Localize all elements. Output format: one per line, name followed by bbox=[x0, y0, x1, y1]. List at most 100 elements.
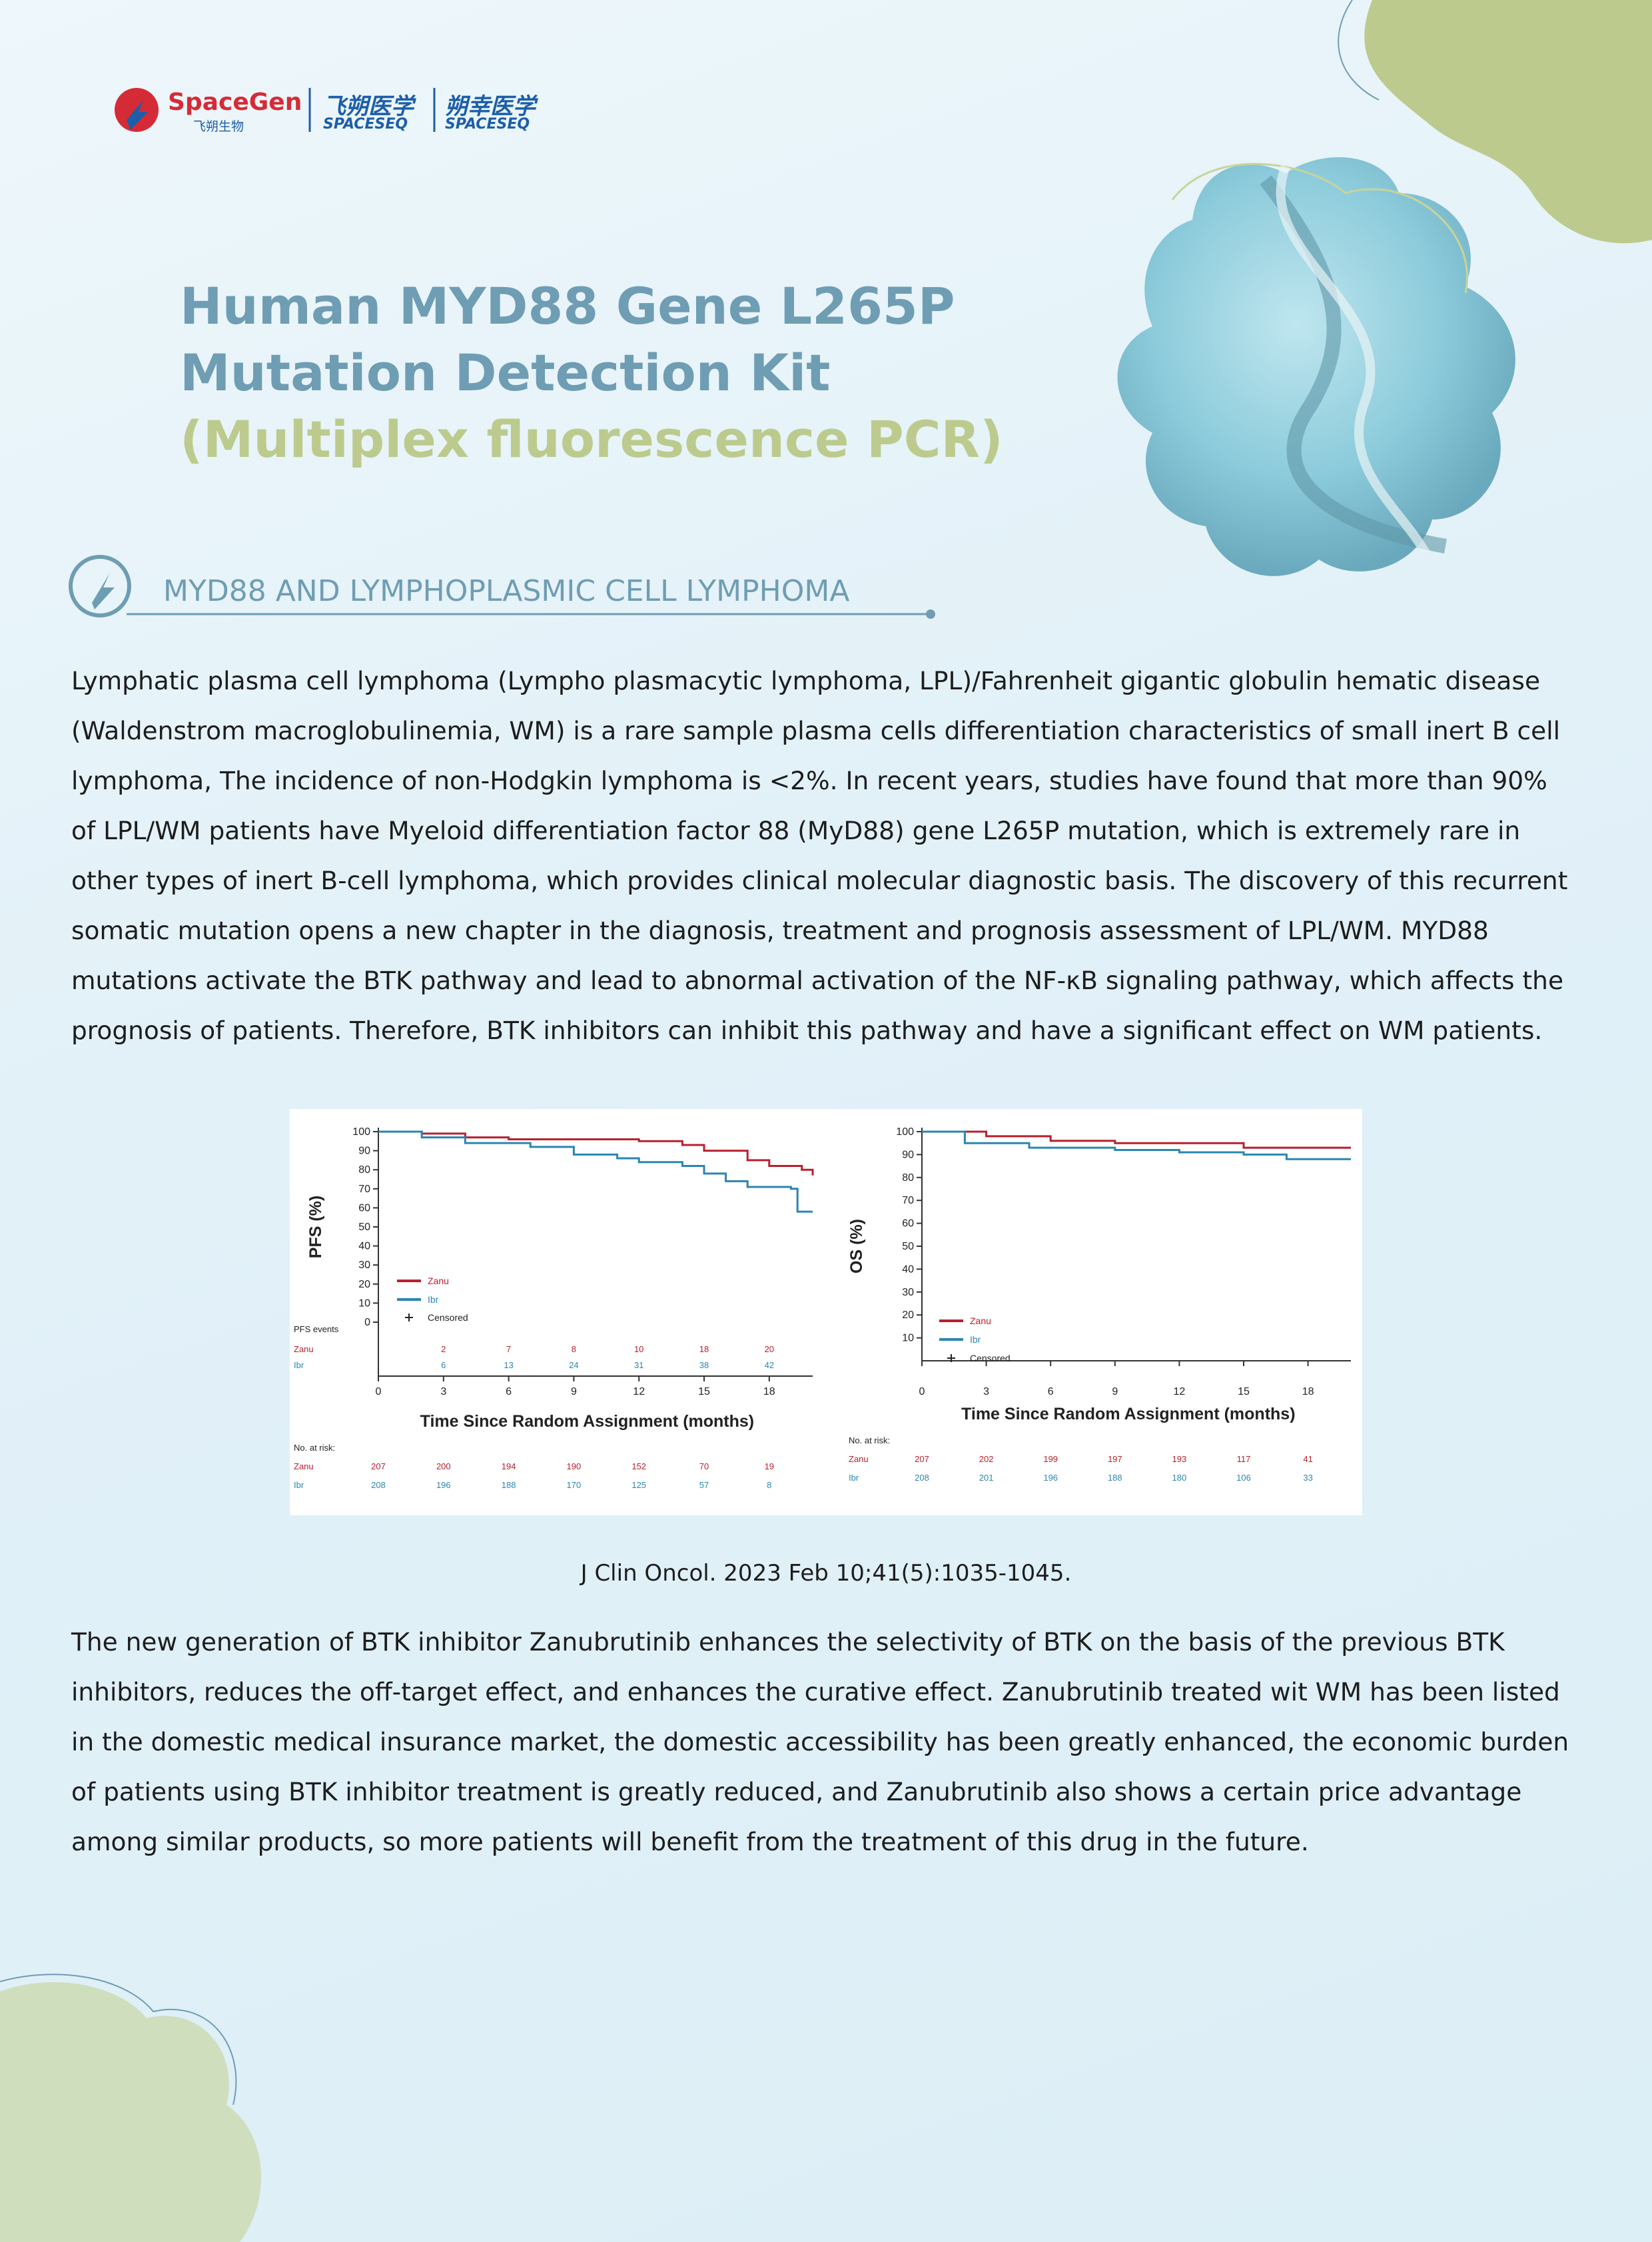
logo-sub: 飞朔生物 bbox=[193, 119, 244, 134]
table-value: 10 bbox=[634, 1344, 643, 1354]
table-row-name: Ibr bbox=[294, 1480, 304, 1490]
table-value: 33 bbox=[1303, 1473, 1312, 1483]
x-tick-label: 12 bbox=[633, 1386, 645, 1397]
x-tick-label: 0 bbox=[376, 1386, 382, 1397]
table-value: 8 bbox=[767, 1480, 771, 1490]
table-row-name: Zanu bbox=[294, 1344, 314, 1354]
table-value: 7 bbox=[506, 1344, 511, 1354]
table-row-name: Ibr bbox=[294, 1360, 304, 1370]
table-value: 19 bbox=[765, 1461, 774, 1471]
brand-cn: 飞朔医学 bbox=[323, 93, 414, 120]
table-value: 125 bbox=[631, 1480, 646, 1490]
y-tick-label: 10 bbox=[358, 1298, 370, 1309]
intro-paragraph: Lymphatic plasma cell lymphoma (Lympho p… bbox=[71, 666, 1568, 1045]
brand-cn: 朔幸医学 bbox=[445, 93, 536, 120]
legend-label: Ibr bbox=[970, 1334, 981, 1345]
y-tick-label: 20 bbox=[358, 1279, 370, 1290]
table-value: 6 bbox=[441, 1360, 446, 1370]
x-tick-label: 3 bbox=[983, 1386, 989, 1397]
y-tick-label: 10 bbox=[902, 1333, 914, 1344]
section-icon bbox=[69, 555, 131, 617]
y-tick-label: 30 bbox=[358, 1260, 370, 1271]
y-axis-label: PFS (%) bbox=[306, 1196, 325, 1258]
table-value: 207 bbox=[371, 1461, 386, 1471]
y-axis-label: OS (%) bbox=[847, 1219, 866, 1274]
table-value: 41 bbox=[1303, 1454, 1312, 1464]
x-tick-label: 9 bbox=[571, 1386, 577, 1397]
title-line: Mutation Detection Kit bbox=[180, 343, 831, 402]
x-tick-label: 15 bbox=[698, 1386, 710, 1397]
table-value: 199 bbox=[1043, 1454, 1058, 1464]
x-axis-label: Time Since Random Assignment (months) bbox=[961, 1405, 1295, 1423]
table-value: 106 bbox=[1236, 1473, 1251, 1483]
y-tick-label: 70 bbox=[902, 1195, 914, 1206]
logo-name: SpaceGen bbox=[168, 89, 302, 116]
survival-curve bbox=[922, 1130, 1351, 1160]
legend-label: Censored bbox=[970, 1353, 1011, 1363]
x-tick-label: 18 bbox=[1302, 1386, 1314, 1397]
table-value: 200 bbox=[436, 1461, 451, 1471]
y-tick-label: 50 bbox=[902, 1241, 914, 1252]
y-tick-label: 90 bbox=[358, 1146, 370, 1157]
x-tick-label: 12 bbox=[1174, 1386, 1186, 1397]
table-value: 197 bbox=[1108, 1454, 1122, 1464]
legend-censor bbox=[405, 1313, 413, 1321]
table-value: 42 bbox=[765, 1360, 774, 1370]
y-tick-label: 70 bbox=[358, 1184, 370, 1195]
table-label: No. at risk: bbox=[294, 1443, 335, 1453]
table-value: 170 bbox=[567, 1480, 582, 1490]
y-tick-label: 80 bbox=[902, 1172, 914, 1184]
table-value: 2 bbox=[441, 1344, 446, 1354]
table-value: 20 bbox=[765, 1344, 774, 1354]
legend-label: Zanu bbox=[970, 1315, 991, 1326]
discussion-paragraph: The new generation of BTK inhibitor Zanu… bbox=[71, 1627, 1569, 1856]
legend-label: Ibr bbox=[428, 1294, 439, 1305]
table-row-name: Zanu bbox=[849, 1454, 869, 1464]
table-value: 57 bbox=[699, 1480, 709, 1490]
x-tick-label: 18 bbox=[763, 1386, 775, 1397]
y-tick-label: 30 bbox=[902, 1287, 914, 1298]
table-value: 117 bbox=[1237, 1454, 1251, 1464]
y-tick-label: 100 bbox=[896, 1126, 914, 1138]
table-value: 13 bbox=[504, 1360, 513, 1370]
table-value: 31 bbox=[634, 1360, 643, 1370]
x-tick-label: 9 bbox=[1112, 1386, 1118, 1397]
table-value: 196 bbox=[436, 1480, 451, 1490]
table-value: 193 bbox=[1172, 1454, 1187, 1464]
table-value: 194 bbox=[502, 1461, 516, 1471]
title-line: (Multiplex fluorescence PCR) bbox=[180, 410, 1003, 469]
y-tick-label: 20 bbox=[902, 1309, 914, 1321]
y-tick-label: 40 bbox=[902, 1264, 914, 1275]
survival-curve bbox=[378, 1130, 814, 1176]
brand-en: SPACESEQ bbox=[323, 116, 408, 133]
brand-en: SPACESEQ bbox=[445, 116, 530, 133]
table-value: 180 bbox=[1172, 1473, 1187, 1483]
table-value: 70 bbox=[699, 1461, 709, 1471]
x-tick-label: 3 bbox=[440, 1386, 446, 1397]
table-value: 202 bbox=[979, 1454, 994, 1464]
y-tick-label: 50 bbox=[358, 1222, 370, 1233]
table-value: 208 bbox=[371, 1480, 386, 1490]
y-tick-label: 100 bbox=[352, 1126, 370, 1138]
table-value: 8 bbox=[572, 1344, 576, 1354]
y-tick-label: 90 bbox=[902, 1149, 914, 1160]
legend-label: Censored bbox=[428, 1312, 468, 1323]
x-tick-label: 6 bbox=[506, 1386, 512, 1397]
y-tick-label: 80 bbox=[358, 1164, 370, 1176]
table-value: 188 bbox=[1108, 1473, 1122, 1483]
table-label: No. at risk: bbox=[849, 1435, 890, 1445]
citation: J Clin Oncol. 2023 Feb 10;41(5):1035-104… bbox=[580, 1560, 1072, 1587]
y-tick-label: 60 bbox=[902, 1218, 914, 1230]
y-tick-label: 60 bbox=[358, 1202, 370, 1214]
x-tick-label: 15 bbox=[1238, 1386, 1250, 1397]
legend-label: Zanu bbox=[428, 1276, 449, 1286]
section-heading: MYD88 AND LYMPHOPLASMIC CELL LYMPHOMA bbox=[163, 574, 850, 608]
legend-censor bbox=[947, 1354, 955, 1362]
x-axis-label: Time Since Random Assignment (months) bbox=[420, 1412, 754, 1431]
table-label: PFS events bbox=[294, 1324, 339, 1334]
table-value: 196 bbox=[1043, 1473, 1058, 1483]
x-tick-label: 6 bbox=[1048, 1386, 1054, 1397]
